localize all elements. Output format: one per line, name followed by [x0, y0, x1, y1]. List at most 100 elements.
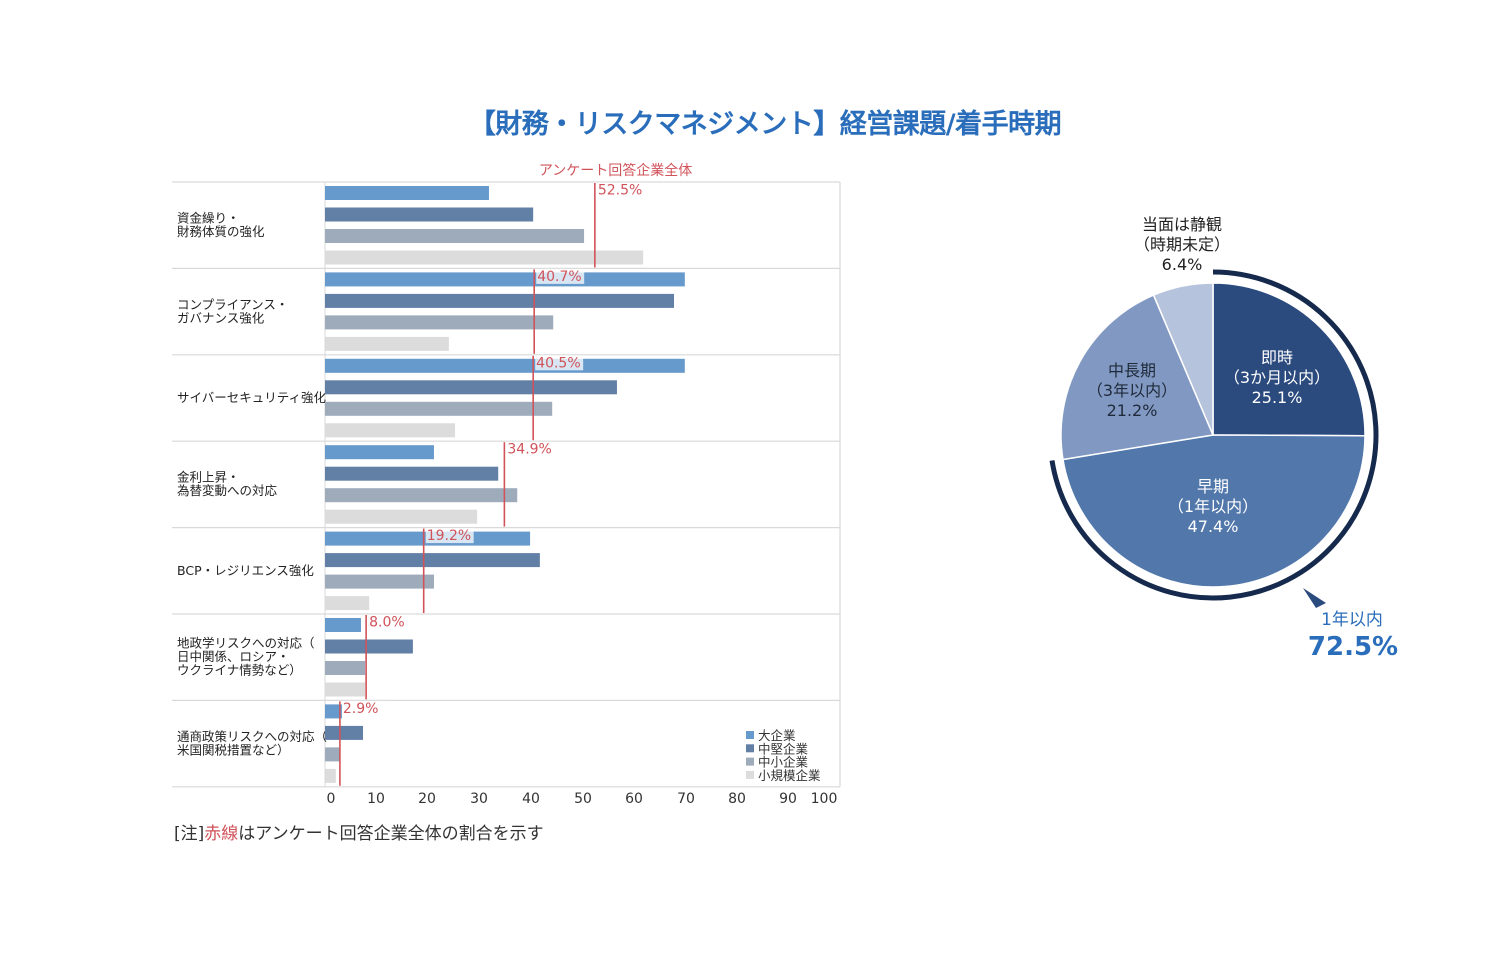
x-tick-label: 100: [811, 791, 838, 807]
reference-label-bg: [341, 700, 390, 716]
pie-label-name: 中長期: [1108, 361, 1156, 380]
pie-slice-4: [1152, 282, 1214, 436]
reference-label: 52.5%: [598, 183, 642, 199]
reference-label: 8.0%: [369, 615, 405, 631]
category-label-line: ガバナンス強化: [177, 310, 265, 325]
bar-4: [325, 768, 336, 783]
bar-3: [325, 401, 553, 416]
category-label-line: 地政学リスクへの対応（: [177, 636, 315, 651]
category-label: 金利上昇・為替変動への対応: [177, 470, 278, 499]
pie-label-label: 21.2%: [1107, 401, 1158, 420]
category-label-line: 資金繰り・: [177, 210, 240, 225]
bar-1: [325, 704, 342, 719]
footnote-text: はアンケート回答企業全体の割合を示す: [238, 824, 544, 844]
bar-2: [325, 207, 534, 222]
legend-label: 大企業: [758, 728, 796, 743]
annotation-label: 1年以内: [1321, 610, 1383, 630]
bar-3: [325, 488, 518, 503]
bar-4: [325, 596, 370, 611]
category-label-line: サイバーセキュリティ強化: [177, 390, 327, 405]
category-label-line: 通商政策リスクへの対応（: [177, 729, 327, 744]
x-tick-label: 20: [418, 791, 436, 807]
chart-title: 【財務・リスクマネジメント】経営課題/着手時期: [468, 109, 1062, 140]
bar-2: [325, 553, 540, 568]
category-label-line: 米国関税措置など）: [177, 742, 290, 757]
bar-2: [325, 639, 413, 654]
within-one-year-arc: [1049, 269, 1379, 601]
bar-2: [325, 380, 617, 395]
pointer-icon: [1303, 588, 1326, 608]
bar-4: [325, 250, 644, 265]
reference-label-bg: [368, 614, 417, 630]
category-label: コンプライアンス・ガバナンス強化: [177, 297, 288, 326]
legend-swatch: [746, 731, 754, 739]
bar-3: [325, 229, 585, 243]
pie-label-name: 即時: [1261, 348, 1293, 367]
bar-4: [325, 682, 366, 697]
bar-3: [325, 747, 340, 762]
category-label-line: コンプライアンス・: [177, 297, 288, 312]
pie-label-label: 25.1%: [1252, 388, 1303, 407]
x-tick-label: 80: [728, 791, 746, 807]
pie-slice-3: [1060, 294, 1215, 461]
x-tick-label: 10: [367, 791, 385, 807]
category-label-line: 日中関係、ロシア・: [177, 649, 290, 664]
category-label-line: ウクライナ情勢など）: [177, 663, 302, 678]
legend-label: 中小企業: [758, 755, 809, 770]
x-tick-label: 90: [779, 791, 797, 807]
bar-3: [325, 315, 554, 330]
category-label-line: 金利上昇・: [177, 470, 240, 485]
category-label: サイバーセキュリティ強化: [177, 390, 327, 405]
pie-slice-1: [1212, 282, 1366, 437]
annotation-value: 72.5%: [1308, 632, 1398, 662]
bar-1: [325, 618, 361, 632]
bar-1: [325, 358, 685, 373]
x-tick-label: 50: [574, 791, 592, 807]
category-label-line: 為替変動への対応: [177, 483, 278, 498]
x-tick-label: 70: [677, 791, 695, 807]
bar-4: [325, 423, 456, 438]
reference-label-bg: [425, 528, 474, 544]
reference-label: 40.7%: [537, 269, 581, 285]
bar-4: [325, 509, 478, 524]
bar-3: [325, 574, 434, 589]
category-label-line: 財務体質の強化: [177, 224, 265, 239]
category-label-line: BCP・レジリエンス強化: [177, 563, 314, 578]
category-label: BCP・レジリエンス強化: [177, 563, 314, 578]
pie-label-sub: （1年以内）: [1168, 497, 1258, 516]
pie-label-sub: （3か月以内）: [1224, 368, 1330, 387]
bar-2: [325, 466, 499, 481]
legend-label: 小規模企業: [758, 768, 821, 783]
footnote: [注]赤線はアンケート回答企業全体の割合を示す: [174, 819, 544, 844]
reference-label: 19.2%: [427, 528, 471, 544]
bar-1: [325, 186, 489, 200]
pie-label-name: 早期: [1197, 477, 1229, 496]
bar-3: [325, 661, 366, 675]
footnote-prefix: [注]: [174, 824, 205, 844]
reference-label-bg: [535, 355, 584, 371]
pie-slice-2: [1062, 434, 1366, 588]
pie-label-sub: （時期未定）: [1134, 235, 1230, 254]
legend-swatch: [746, 770, 754, 779]
footnote-highlight: 赤線: [204, 824, 239, 844]
reference-legend-label: アンケート回答企業全体: [539, 162, 692, 179]
bar-chart: 資金繰り・財務体質の強化コンプライアンス・ガバナンス強化サイバーセキュリティ強化…: [172, 162, 841, 807]
category-label: 通商政策リスクへの対応（米国関税措置など）: [177, 729, 327, 758]
reference-label-bg: [536, 268, 585, 284]
reference-label: 40.5%: [536, 355, 580, 371]
reference-label-bg: [506, 441, 555, 457]
reference-label: 2.9%: [343, 701, 379, 717]
bar-1: [325, 272, 685, 287]
legend-label: 中堅企業: [758, 741, 809, 756]
category-label: 地政学リスクへの対応（日中関係、ロシア・ウクライナ情勢など）: [177, 636, 315, 678]
pie-label-label: 47.4%: [1188, 517, 1239, 536]
pie-label-label: 6.4%: [1162, 255, 1203, 274]
x-tick-label: 30: [470, 791, 488, 807]
bar-2: [325, 725, 364, 740]
legend-swatch: [746, 744, 754, 753]
x-tick-label: 60: [625, 791, 643, 807]
bar-2: [325, 293, 675, 308]
pie-label-name: 当面は静観: [1142, 215, 1222, 234]
pie-label-sub: （3年以内）: [1087, 381, 1177, 400]
bar-1: [325, 445, 434, 460]
